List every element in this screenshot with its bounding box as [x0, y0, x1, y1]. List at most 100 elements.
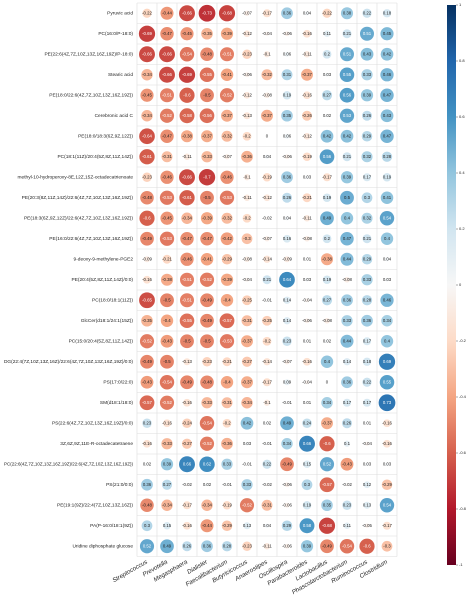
value-label: 0.14 [343, 359, 352, 364]
correlation-circle [265, 31, 269, 36]
correlation-circle [241, 397, 253, 409]
correlation-circle [339, 67, 355, 83]
value-label: -0.01 [262, 441, 272, 446]
correlation-circle [239, 498, 255, 513]
value-label: -0.06 [282, 31, 292, 36]
value-label: 0.23 [343, 502, 352, 507]
correlation-circle [162, 254, 172, 264]
value-label: 0.3 [144, 523, 151, 528]
row-label: PE(16:0/22:6(4Z,7Z,10Z,13Z,16Z,19Z)) [49, 236, 133, 242]
correlation-circle [199, 456, 215, 472]
correlation-circle [180, 334, 194, 349]
value-label: -0.41 [222, 72, 232, 77]
value-label: -0.08 [322, 318, 332, 323]
correlation-circle [319, 477, 335, 493]
correlation-circle [303, 91, 311, 100]
correlation-circle [160, 293, 174, 308]
value-label: 0.44 [343, 256, 352, 261]
correlation-circle [159, 66, 175, 83]
correlation-circle [200, 190, 214, 205]
value-label: -0.49 [282, 461, 292, 466]
correlation-circle [339, 108, 355, 123]
value-label: 0.36 [363, 318, 372, 323]
correlation-circle [362, 377, 372, 387]
correlation-circle [339, 539, 355, 554]
value-label: -0.37 [242, 338, 252, 343]
correlation-circle [284, 543, 290, 549]
correlation-circle [244, 256, 250, 263]
value-label: 0.03 [383, 461, 392, 466]
correlation-circle [363, 501, 371, 509]
value-label: -0.14 [262, 256, 272, 261]
value-label: 0.29 [363, 133, 372, 138]
value-label: -0.3 [383, 543, 391, 548]
correlation-circle [320, 211, 334, 226]
correlation-circle [285, 216, 289, 221]
value-label: -0.37 [322, 420, 332, 425]
value-label: -0.61 [142, 154, 152, 159]
value-label: -0.23 [202, 359, 212, 364]
correlation-circle [284, 133, 290, 139]
correlation-circle [243, 174, 251, 181]
correlation-circle [361, 212, 373, 224]
value-label: -0.04 [302, 379, 312, 384]
value-label: 0.19 [323, 195, 332, 200]
value-label: 0.04 [303, 10, 312, 15]
row-label: PC(16:0/P-18:0) [98, 31, 133, 37]
correlation-circle [261, 109, 273, 122]
correlation-circle [221, 253, 233, 265]
value-label: 0.02 [323, 113, 332, 118]
correlation-circle [382, 521, 392, 530]
correlation-circle [241, 479, 253, 491]
value-label: 0.27 [163, 482, 172, 487]
correlation-circle [305, 11, 309, 16]
correlation-circle [180, 293, 194, 308]
value-label: -0.52 [142, 338, 152, 343]
correlation-circle [282, 192, 292, 203]
value-label: -0.16 [142, 277, 152, 282]
correlation-circle [199, 108, 215, 124]
value-label: -0.3 [243, 236, 251, 241]
value-label: -0.21 [222, 359, 232, 364]
correlation-circle [262, 459, 272, 469]
correlation-circle [159, 231, 175, 246]
correlation-circle [180, 375, 194, 390]
correlation-circle [361, 130, 373, 142]
value-label: 0.27 [323, 92, 332, 97]
value-label: 0.47 [343, 236, 352, 241]
value-label: 0.36 [343, 379, 352, 384]
correlation-circle [140, 231, 154, 246]
correlation-circle [159, 395, 175, 410]
value-label: 0.23 [283, 338, 292, 343]
correlation-circle [140, 190, 154, 205]
correlation-circle [179, 190, 195, 206]
value-label: 0.33 [363, 72, 372, 77]
correlation-circle [163, 521, 171, 530]
value-label: 0.39 [163, 461, 172, 466]
value-label: -0.51 [222, 51, 232, 56]
correlation-circle [361, 151, 373, 163]
value-label: -0.66 [182, 174, 192, 179]
correlation-circle [244, 10, 250, 16]
correlation-circle [141, 110, 153, 122]
correlation-circle [281, 438, 293, 450]
correlation-circle [261, 69, 273, 81]
correlation-circle [302, 110, 312, 121]
value-label: -0.34 [202, 502, 212, 507]
correlation-circle [262, 9, 272, 18]
correlation-circle [281, 109, 293, 122]
value-label: -0.53 [222, 338, 232, 343]
colorbar-tick-label: -0.6 [459, 450, 467, 455]
value-label: -0.35 [142, 318, 152, 323]
value-label: -0.6 [143, 215, 151, 220]
correlation-circle [282, 90, 292, 100]
correlation-circle [185, 483, 189, 487]
value-label: -0.54 [182, 51, 192, 56]
value-label: -0.66 [162, 51, 172, 56]
correlation-circle [360, 47, 374, 61]
value-label: -0.34 [182, 215, 192, 220]
value-label: 0.21 [363, 236, 372, 241]
value-label: -0.45 [142, 92, 152, 97]
correlation-circle [219, 334, 235, 349]
